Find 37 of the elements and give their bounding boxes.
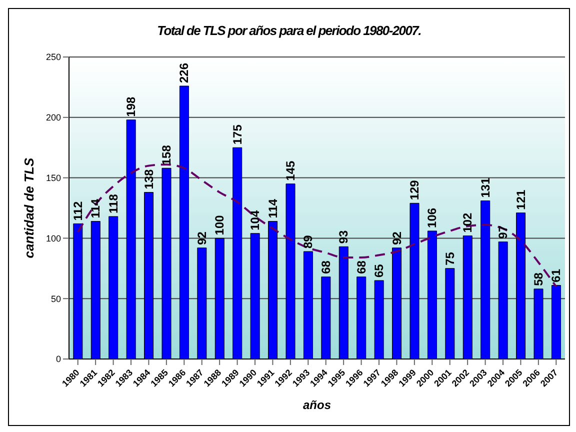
data-label: 112 — [70, 201, 85, 221]
data-label: 118 — [106, 194, 120, 214]
y-tick-label: 250 — [46, 52, 61, 62]
data-label: 68 — [354, 260, 368, 274]
data-label: 65 — [372, 264, 386, 278]
data-label: 114 — [88, 198, 103, 218]
y-axis-title: cantidad de TLS — [22, 157, 37, 258]
data-label: 68 — [318, 260, 333, 274]
data-label: 106 — [425, 208, 440, 228]
data-label: 121 — [514, 189, 528, 210]
data-label: 104 — [248, 210, 262, 230]
data-label: 175 — [230, 124, 244, 145]
data-label: 93 — [336, 230, 351, 244]
data-label: 145 — [284, 160, 298, 181]
data-label: 138 — [142, 168, 156, 190]
data-label: 100 — [212, 214, 227, 236]
data-label: 129 — [408, 180, 422, 200]
data-label: 158 — [160, 144, 174, 166]
data-label: 92 — [194, 231, 209, 245]
data-label: 114 — [266, 198, 280, 218]
y-tick-label: 150 — [46, 172, 61, 183]
data-label: 61 — [549, 268, 564, 282]
data-label: 102 — [460, 212, 475, 233]
y-tick-label: 100 — [46, 233, 61, 244]
data-label: 58 — [532, 272, 546, 286]
data-label: 92 — [390, 231, 404, 245]
y-tick-label: 200 — [46, 112, 61, 123]
x-axis-title: años — [302, 398, 332, 412]
y-tick-label: 50 — [50, 294, 61, 304]
data-label: 75 — [442, 252, 457, 266]
y-tick-label: 0 — [56, 354, 61, 364]
data-label: 89 — [301, 234, 316, 248]
data-label: 226 — [177, 62, 192, 83]
chart-title: Total de TLS por años para el periodo 1980-2007. — [156, 23, 422, 38]
data-label: 131 — [478, 177, 492, 198]
data-label: 198 — [124, 96, 138, 117]
data-label: 97 — [496, 225, 510, 239]
